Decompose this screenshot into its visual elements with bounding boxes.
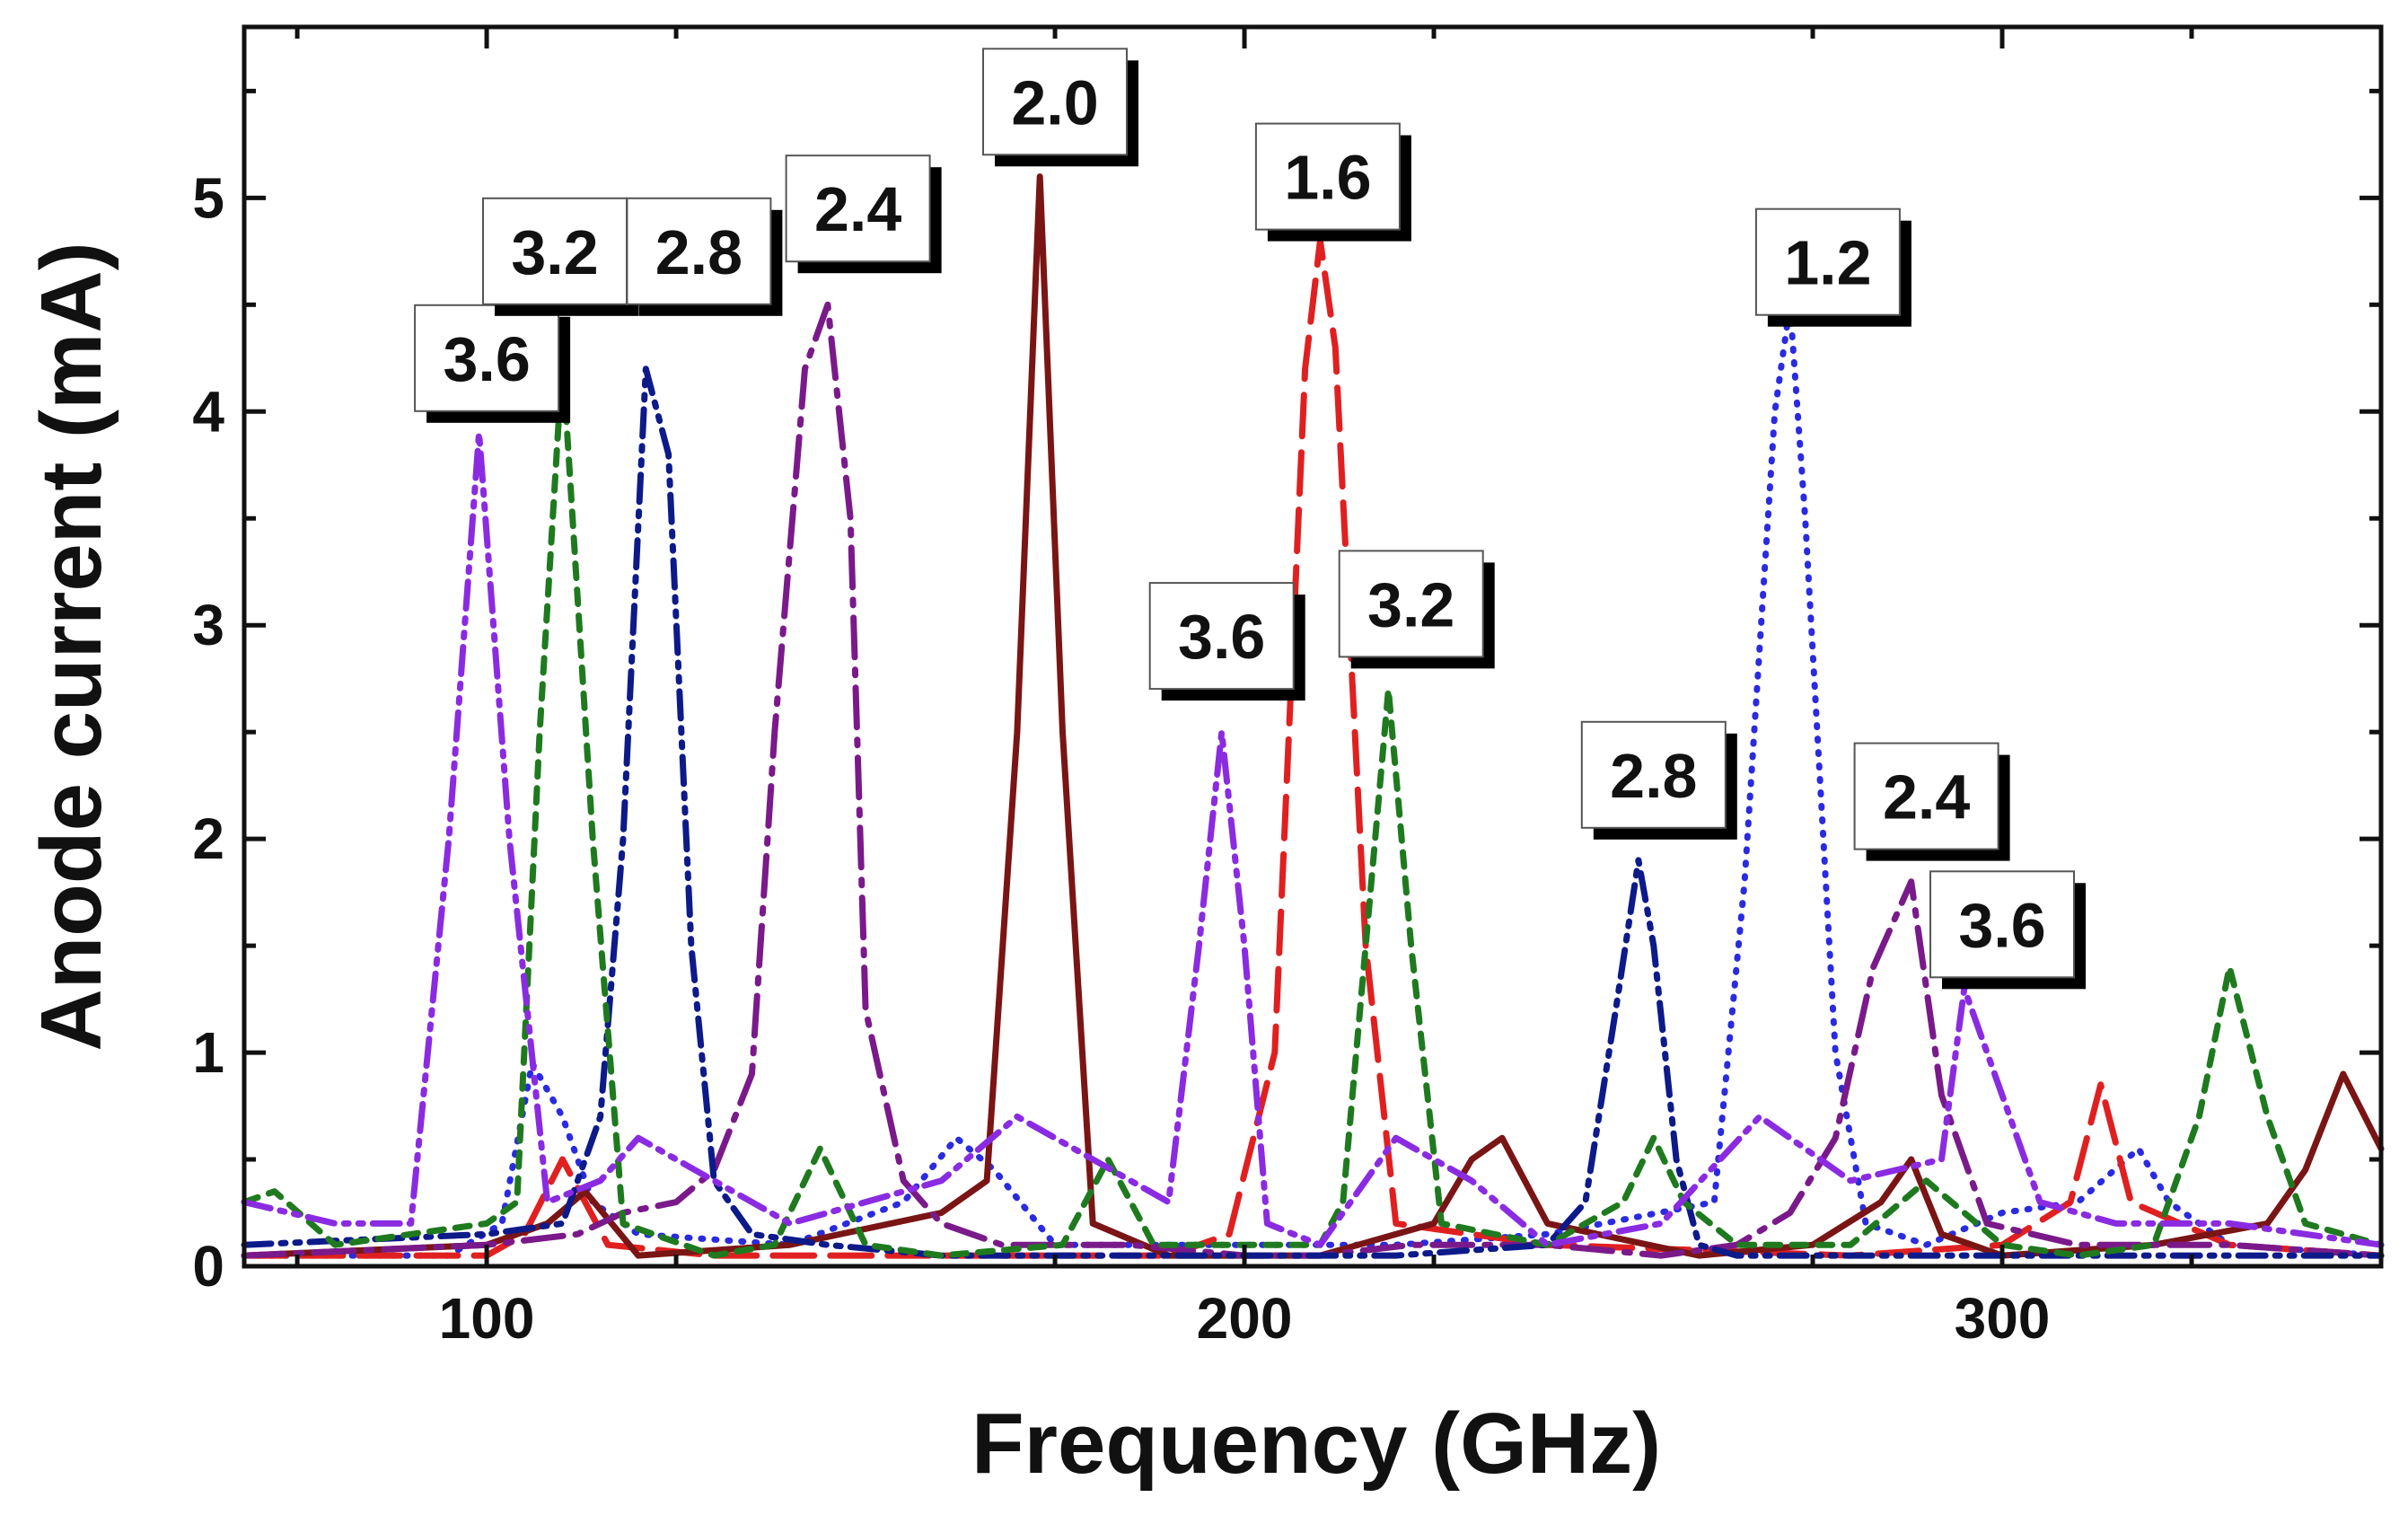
peak-label-text: 3.6 xyxy=(1958,890,2045,960)
peak-label-box xyxy=(785,154,931,263)
peak-label-8: 3.2 xyxy=(1338,550,1495,669)
peak-label-5: 1.6 xyxy=(1254,122,1411,242)
peak-label-box xyxy=(482,197,628,305)
peak-label-text: 2.0 xyxy=(1011,67,1098,137)
series-line-3-6-6 xyxy=(241,429,2385,1248)
peak-label-11: 3.6 xyxy=(1929,870,2086,990)
peak-label-box xyxy=(982,48,1128,156)
peak-label-1: 3.2 xyxy=(482,197,638,316)
peak-label-6: 1.2 xyxy=(1754,207,1911,327)
plot-frame xyxy=(242,24,2384,1269)
series-line-2-4-3 xyxy=(241,301,2385,1259)
peak-label-text: 3.6 xyxy=(443,324,530,394)
peak-label-2: 2.8 xyxy=(626,197,783,316)
x-tick-label: 100 xyxy=(439,1286,535,1351)
y-tick-label: 2 xyxy=(192,806,224,871)
peak-label-3: 2.4 xyxy=(785,154,942,274)
peak-label-text: 1.2 xyxy=(1784,228,1871,298)
x-axis-title: Frequency (GHz) xyxy=(971,1396,1661,1492)
peak-label-box xyxy=(1254,122,1401,231)
peak-label-box xyxy=(1929,870,2075,979)
peak-label-box xyxy=(626,197,772,305)
peak-label-9: 2.8 xyxy=(1580,720,1737,840)
peak-label-box xyxy=(1754,207,1901,316)
y-tick-label: 3 xyxy=(192,593,224,657)
peak-label-box xyxy=(1853,742,1999,850)
peak-label-box xyxy=(1580,720,1727,829)
peak-label-text: 2.8 xyxy=(1610,741,1697,811)
y-tick-label: 5 xyxy=(192,165,224,230)
peak-label-0: 3.6 xyxy=(414,304,571,423)
y-axis-title: Anode current (mA) xyxy=(23,242,119,1051)
peak-label-text: 3.2 xyxy=(511,217,598,287)
peak-label-text: 3.2 xyxy=(1367,569,1454,639)
y-tick-label: 1 xyxy=(192,1020,224,1085)
y-tick-label: 0 xyxy=(192,1234,224,1299)
peak-label-text: 2.8 xyxy=(655,217,743,287)
x-tick-label: 300 xyxy=(1955,1286,2051,1351)
peak-label-box xyxy=(1338,550,1484,658)
peak-label-text: 2.4 xyxy=(1883,762,1970,832)
peak-label-text: 2.4 xyxy=(814,174,901,244)
x-tick-label: 200 xyxy=(1197,1286,1293,1351)
peak-label-7: 3.6 xyxy=(1148,582,1305,701)
annotation-layer: 3.6 3.2 2.8 2.4 2.0 1.6 1.2 3.6 3.2 2.8 2.4 3.6 xyxy=(414,48,2086,990)
peak-label-10: 2.4 xyxy=(1853,742,2010,861)
peak-label-box xyxy=(1148,582,1295,691)
peak-label-4: 2.0 xyxy=(982,48,1138,167)
series-line-3-2-5 xyxy=(241,355,2385,1259)
peak-label-text: 3.6 xyxy=(1178,602,1265,672)
peak-label-text: 1.6 xyxy=(1284,143,1371,213)
tick-layer: 100 200 300 0 1 2 3 4 5 xyxy=(192,27,2381,1351)
peak-label-box xyxy=(414,304,560,412)
y-tick-label: 4 xyxy=(192,379,224,444)
